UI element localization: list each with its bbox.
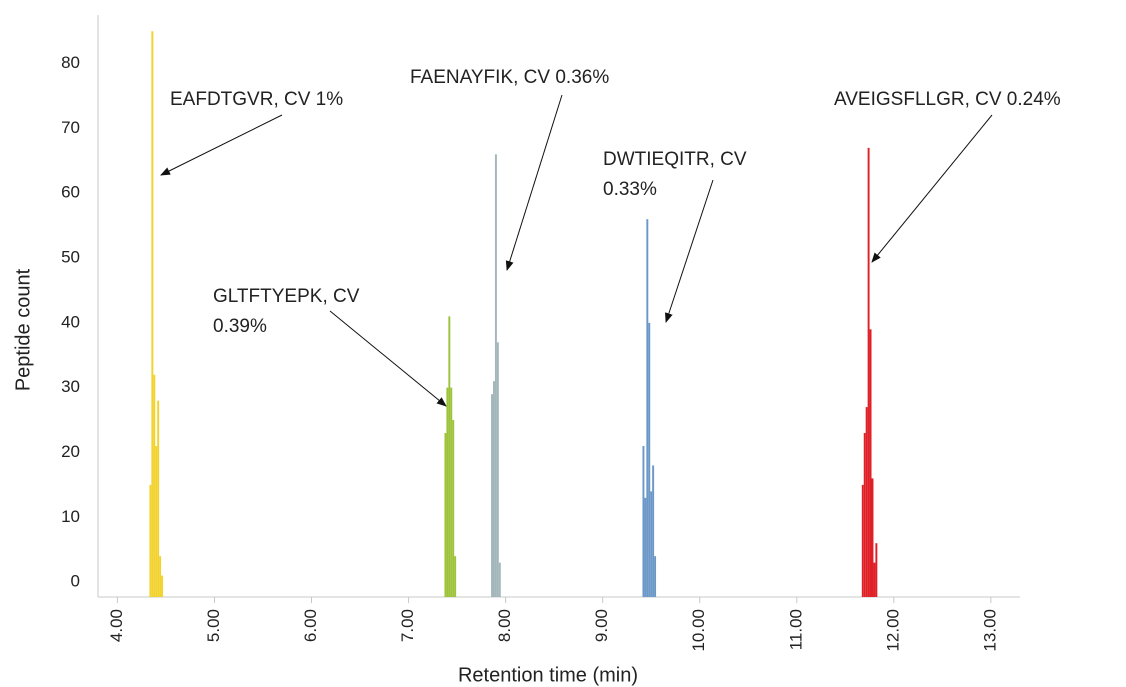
bar [155, 445, 158, 597]
bar [871, 478, 874, 597]
x-tick-label: 10.00 [689, 609, 708, 652]
bar [644, 497, 647, 597]
y-tick-label: 20 [61, 442, 80, 461]
annotation-arrow [871, 114, 993, 263]
bar [863, 433, 866, 597]
x-tick-label: 11.00 [786, 609, 805, 650]
bar [861, 484, 864, 597]
bar [450, 387, 453, 597]
bar [496, 342, 499, 597]
bar [873, 562, 876, 597]
annotation-text: 0.39% [213, 316, 267, 337]
bar [454, 556, 457, 597]
annotation-text: GLTFTYEPK, CV [213, 286, 360, 307]
bar [654, 556, 657, 597]
bar [493, 381, 495, 597]
annotation-arrow [160, 114, 283, 176]
bar [151, 31, 154, 597]
x-tick-label: 13.00 [980, 609, 999, 652]
bar [149, 484, 152, 597]
bar [646, 219, 649, 597]
annotation-arrow [665, 179, 714, 323]
x-tick-label: 9.00 [592, 609, 611, 642]
x-axis-title: Retention time (min) [458, 664, 638, 686]
bar [642, 445, 645, 597]
bar [650, 491, 653, 597]
bar [444, 433, 447, 597]
bar [491, 394, 494, 597]
y-tick-label: 40 [61, 312, 80, 331]
y-axis-title: Peptide count [12, 268, 34, 391]
y-tick-label: 30 [61, 377, 80, 396]
annotation-text: EAFDTGVR, CV 1% [170, 89, 343, 110]
bar [498, 562, 501, 597]
bar [161, 575, 164, 597]
bar [652, 465, 655, 597]
x-tick-label: 6.00 [301, 609, 320, 642]
x-tick-label: 7.00 [398, 609, 417, 642]
annotation-text: DWTIEQITR, CV [603, 149, 747, 170]
annotation-arrow [505, 94, 563, 271]
bar [648, 322, 651, 597]
bar [446, 387, 449, 597]
bar [494, 154, 497, 597]
y-tick-label: 10 [61, 507, 80, 526]
bar [452, 420, 455, 597]
y-tick-label: 0 [71, 572, 80, 591]
annotation-text: 0.33% [603, 179, 657, 200]
bar [869, 329, 872, 597]
x-tick-label: 5.00 [204, 609, 223, 642]
y-tick-label: 70 [61, 118, 80, 137]
annotation-text: FAENAYFIK, CV 0.36% [410, 67, 609, 88]
x-tick-label: 4.00 [107, 609, 126, 642]
x-tick-label: 8.00 [495, 609, 514, 642]
bar [448, 316, 451, 597]
bar [159, 556, 162, 597]
y-tick-label: 80 [61, 53, 80, 72]
bar [867, 147, 870, 597]
bar [875, 543, 878, 597]
annotation-arrow [329, 310, 447, 407]
bar [153, 374, 156, 597]
bar [157, 400, 160, 597]
annotation-text: AVEIGSFLLGR, CV 0.24% [834, 89, 1061, 110]
bar [865, 407, 868, 597]
x-tick-label: 12.00 [883, 609, 902, 652]
y-tick-label: 50 [61, 248, 80, 267]
y-tick-label: 60 [61, 183, 80, 202]
